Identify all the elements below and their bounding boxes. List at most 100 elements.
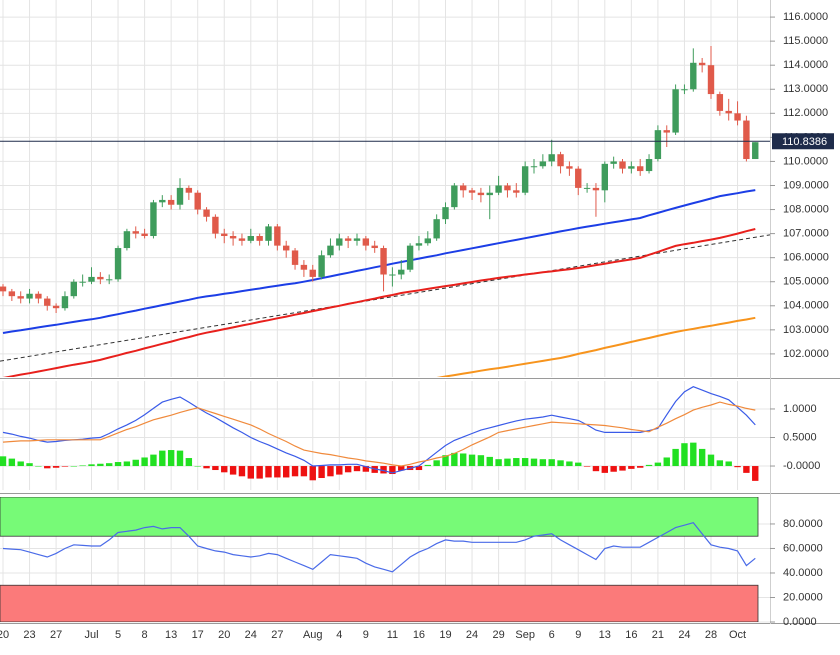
histogram-bar: [123, 461, 131, 467]
histogram-bar: [194, 466, 201, 467]
histogram-bar: [698, 448, 706, 467]
candle-body: [371, 245, 378, 249]
candle-body: [698, 62, 706, 66]
candle-body: [619, 161, 626, 169]
candle-body: [725, 110, 732, 114]
y-tick-label: 112.0000: [783, 107, 828, 119]
candle-body: [389, 274, 396, 276]
y-tick-label: 106.0000: [783, 252, 829, 264]
x-tick-label: Oct: [729, 629, 746, 641]
histogram-bar: [318, 466, 325, 479]
y-tick-label: 115.0000: [783, 35, 828, 47]
histogram-bar: [362, 466, 370, 472]
candle-body: [203, 209, 210, 217]
histogram-bar: [628, 466, 635, 469]
histogram-bar: [645, 464, 653, 467]
x-tick-label: 5: [115, 629, 121, 641]
candle-body: [97, 276, 104, 280]
histogram-bar: [707, 454, 715, 467]
x-tick-label: 13: [599, 629, 611, 641]
histogram-bar: [229, 466, 237, 475]
candle-body: [398, 269, 405, 275]
candle-body: [380, 248, 387, 275]
candle-body: [504, 185, 511, 191]
candle-body: [654, 130, 662, 160]
histogram-bar: [548, 459, 555, 467]
histogram-bar: [442, 455, 449, 467]
histogram-bar: [300, 466, 308, 477]
x-tick-label: 24: [466, 629, 478, 641]
candle-body: [468, 190, 476, 193]
y-tick-label: 20.0000: [783, 591, 823, 603]
candle-body: [716, 94, 724, 111]
histogram-bar: [539, 459, 547, 467]
histogram-bar: [283, 466, 290, 478]
y-tick-label: -0.0000: [783, 460, 820, 472]
histogram-bar: [601, 466, 608, 473]
y-tick-label: 103.0000: [783, 324, 829, 336]
candle-body: [256, 236, 263, 241]
histogram-bar: [61, 466, 69, 467]
x-tick-label: 9: [363, 629, 369, 641]
x-tick-label: 28: [705, 629, 717, 641]
histogram-bar: [619, 466, 626, 471]
candle-body: [44, 298, 51, 306]
candle-body: [132, 231, 139, 234]
candle-body: [477, 192, 485, 196]
candle-body: [663, 130, 670, 133]
candle-body: [486, 192, 493, 196]
x-tick-label: 24: [245, 629, 257, 641]
histogram-bar: [336, 466, 343, 475]
histogram-bar: [513, 458, 520, 467]
histogram-bar: [52, 466, 60, 468]
histogram-bar: [530, 458, 538, 467]
histogram-bar: [433, 460, 440, 467]
candle-body: [265, 226, 272, 241]
histogram-bar: [451, 452, 458, 467]
histogram-bar: [663, 457, 670, 467]
y-tick-label: 0.5000: [783, 431, 817, 443]
candle-body: [114, 248, 122, 280]
candle-body: [229, 236, 237, 239]
price-panel: [0, 45, 770, 377]
histogram-bar: [592, 466, 600, 472]
histogram-bar: [0, 456, 7, 467]
histogram-bar: [681, 443, 688, 467]
histogram-bar: [88, 464, 95, 467]
candle-body: [601, 163, 608, 191]
candle-body: [318, 255, 325, 277]
histogram-bar: [185, 458, 193, 467]
candle-body: [274, 226, 281, 246]
histogram-bar: [672, 448, 679, 467]
histogram-bar: [212, 466, 219, 471]
candle-body: [539, 161, 547, 167]
histogram-bar: [610, 466, 617, 472]
y-tick-label: 114.0000: [783, 59, 828, 71]
candle-body: [548, 154, 555, 162]
y-tick-label: 109.0000: [783, 179, 829, 191]
histogram-bar: [97, 463, 104, 467]
histogram-bar: [176, 450, 184, 467]
rsi-panel: [0, 497, 759, 622]
histogram-bar: [70, 466, 77, 467]
candle-body: [415, 243, 423, 246]
histogram-bar: [265, 466, 272, 478]
histogram-bar: [167, 450, 175, 467]
histogram-bar: [291, 466, 299, 477]
candle-body: [690, 62, 697, 90]
y-tick-label: 1.0000: [783, 403, 817, 415]
histogram-bar: [132, 459, 139, 467]
candle-body: [283, 245, 290, 251]
candle-body: [521, 166, 529, 193]
candle-body: [406, 245, 414, 270]
y-tick-label: 108.0000: [783, 203, 829, 215]
x-tick-label: Jul: [84, 629, 98, 641]
histogram-bar: [557, 460, 564, 467]
histogram-bar: [106, 463, 113, 467]
candle-body: [35, 293, 42, 299]
x-tick-label: 20: [0, 629, 9, 641]
last-price-box: [772, 133, 834, 150]
x-tick-label: 29: [492, 629, 504, 641]
histogram-bar: [460, 453, 467, 467]
